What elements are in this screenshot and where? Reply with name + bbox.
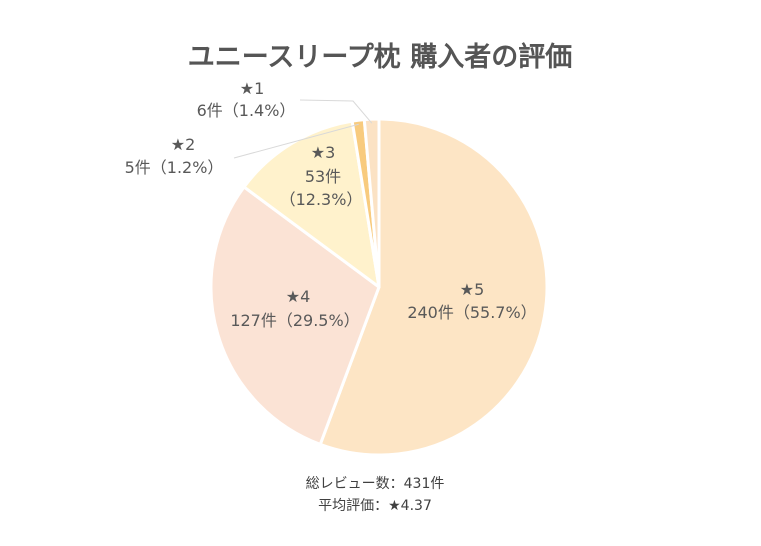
label-star3-count: 53件 bbox=[305, 167, 341, 186]
pie-slices bbox=[209, 117, 549, 457]
label-star3-name: ★3 bbox=[311, 143, 336, 162]
label-star5-name: ★5 bbox=[460, 280, 485, 299]
slice-star1 bbox=[362, 117, 381, 289]
slice-star5 bbox=[318, 117, 549, 457]
total-reviews: 総レビュー数：431件 bbox=[306, 476, 445, 492]
label-star1-name: ★1 bbox=[240, 79, 265, 98]
label-star4-count: 127件（29.5%） bbox=[230, 311, 359, 330]
label-star2-count: 5件（1.2%） bbox=[125, 158, 224, 177]
label-star1-count: 6件（1.4%） bbox=[197, 101, 296, 120]
average-rating: 平均評価：★4.37 bbox=[318, 498, 432, 514]
leader-line-star2 bbox=[233, 123, 359, 159]
slice-star4 bbox=[209, 185, 381, 446]
leader-line-star1 bbox=[299, 99, 373, 124]
label-star3-percent: （12.3%） bbox=[280, 190, 363, 209]
label-star5-count: 240件（55.7%） bbox=[407, 303, 536, 322]
slice-star3 bbox=[242, 119, 381, 289]
label-star4-name: ★4 bbox=[286, 287, 311, 306]
chart-title: ユニースリープ枕 購入者の評価 bbox=[188, 41, 572, 73]
leader-lines bbox=[233, 99, 373, 159]
label-star2-name: ★2 bbox=[171, 135, 196, 154]
